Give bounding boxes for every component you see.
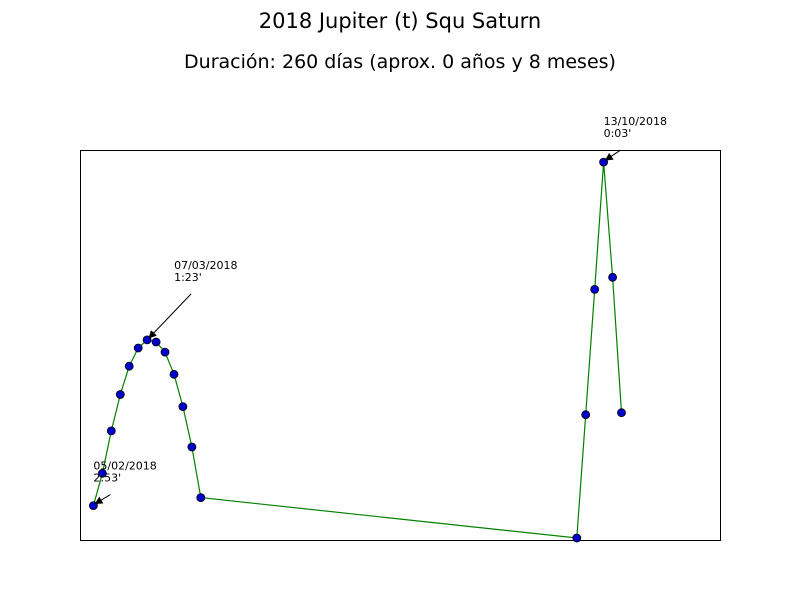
chart-subtitle: Duración: 260 días (aprox. 0 años y 8 me… [184,51,616,73]
data-point [608,272,617,282]
data-point [115,390,125,399]
plot-area-frame [80,150,721,541]
annotation-date-label: 13/10/2018 [604,115,667,128]
data-point [106,426,116,436]
data-point [617,408,626,418]
data-point [98,468,107,478]
annotation-arrow [148,293,192,339]
series-line [92,162,623,539]
annotation-arrow [94,494,111,505]
data-point [151,337,161,347]
data-point [187,442,197,452]
chart-title: 2018 Jupiter (t) Squ Saturn [258,9,542,33]
data-point [572,533,582,543]
annotation-date-label: 05/02/2018 [93,460,156,473]
annotation-orb-label: 1:23' [174,271,202,284]
data-point [160,347,170,357]
annotation-date-label: 07/03/2018 [174,259,237,272]
data-point [196,493,206,503]
data-point [133,343,143,353]
annotation-orb-label: 2:53' [93,472,121,485]
series-layer [89,157,626,543]
data-point [124,361,134,371]
annotation-orb-label: 0:03' [604,127,632,140]
data-point [169,369,179,379]
data-point [178,402,188,412]
data-point [581,410,591,420]
data-point [590,284,600,294]
annotation-arrow [604,149,621,161]
